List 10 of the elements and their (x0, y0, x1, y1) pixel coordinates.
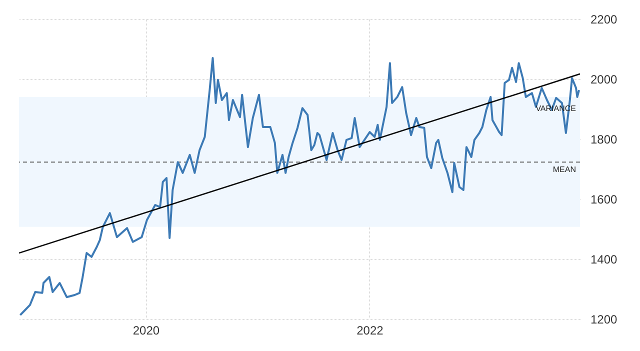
y-tick-label: 1600 (590, 192, 618, 206)
ref-line-label: MEAN (552, 165, 576, 174)
y-tick-label: 2000 (590, 72, 618, 86)
x-tick-label: 2022 (356, 324, 384, 338)
y-tick-label: 1800 (590, 132, 618, 146)
y-tick-label: 2200 (590, 12, 618, 26)
x-tick-label: 2020 (132, 324, 160, 338)
y-tick-label: 1200 (590, 312, 618, 326)
y-tick-label: 1400 (590, 252, 618, 266)
line-series (19, 57, 580, 316)
